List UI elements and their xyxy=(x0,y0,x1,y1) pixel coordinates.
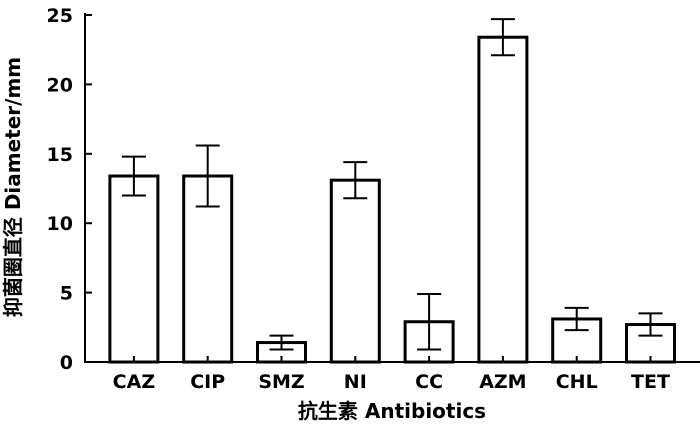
bars xyxy=(108,18,676,364)
bar-ni xyxy=(329,178,381,364)
bar-caz xyxy=(108,174,160,364)
x-tick-label: CHL xyxy=(556,371,598,393)
bar-azm xyxy=(477,35,529,364)
y-ticks: 0 5 10 15 20 25 xyxy=(47,5,92,374)
x-ticks: CAZ CIP SMZ NI CC AZM CHL TET xyxy=(113,356,670,393)
y-tick-label: 0 xyxy=(60,352,73,374)
y-tick-label: 5 xyxy=(60,283,73,305)
x-tick-label: CAZ xyxy=(113,371,155,393)
y-axis-label: 抑菌圈直径 Diameter/mm xyxy=(1,57,25,317)
axes xyxy=(84,13,700,363)
y-tick-label: 25 xyxy=(47,5,73,27)
y-tick-label: 15 xyxy=(47,144,73,166)
x-tick-label: CC xyxy=(415,371,443,393)
y-tick-label: 20 xyxy=(47,74,73,96)
x-tick-label: NI xyxy=(344,371,367,393)
x-tick-label: CIP xyxy=(190,371,225,393)
x-tick-label: SMZ xyxy=(258,371,304,393)
x-tick-label: AZM xyxy=(479,371,526,393)
y-tick-label: 10 xyxy=(47,213,73,235)
x-axis-label: 抗生素 Antibiotics xyxy=(298,399,486,423)
x-tick-label: TET xyxy=(631,371,670,393)
